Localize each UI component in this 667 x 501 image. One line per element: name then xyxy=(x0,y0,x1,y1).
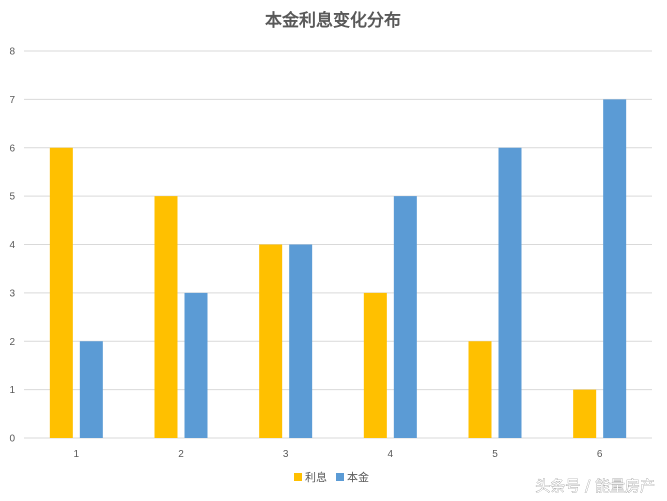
bar-利息-1 xyxy=(49,147,73,438)
y-axis-ticks: 0 1 2 3 4 5 6 7 8 xyxy=(9,47,15,445)
y-tick-label: 3 xyxy=(9,288,15,299)
x-tick-label: 3 xyxy=(283,449,289,460)
x-tick-label: 4 xyxy=(388,449,394,460)
bar-本金-1 xyxy=(79,341,103,438)
bar-本金-3 xyxy=(289,244,313,438)
y-tick-label: 0 xyxy=(9,434,15,445)
x-tick-label: 6 xyxy=(597,449,603,460)
y-tick-label: 8 xyxy=(9,47,15,58)
x-tick-label: 2 xyxy=(178,449,184,460)
legend-swatch-本金 xyxy=(336,473,344,481)
y-tick-label: 7 xyxy=(9,95,15,106)
legend: 利息 本金 xyxy=(294,470,369,484)
bar-本金-2 xyxy=(184,292,208,438)
bar-本金-5 xyxy=(498,147,522,438)
x-axis-ticks: 1 2 3 4 5 6 xyxy=(74,449,603,460)
gridlines xyxy=(24,50,652,439)
chart-title: 本金利息变化分布 xyxy=(265,10,401,31)
legend-label: 利息 xyxy=(305,470,327,484)
x-tick-label: 1 xyxy=(74,449,80,460)
x-tick-label: 5 xyxy=(492,449,498,460)
y-tick-label: 1 xyxy=(9,385,15,396)
legend-label: 本金 xyxy=(347,470,369,484)
legend-swatch-利息 xyxy=(294,473,302,481)
bars xyxy=(49,99,627,438)
y-tick-label: 6 xyxy=(9,143,15,154)
bar-利息-2 xyxy=(154,196,178,438)
y-tick-label: 5 xyxy=(9,192,15,203)
bar-利息-6 xyxy=(573,389,597,438)
bar-本金-6 xyxy=(603,99,627,438)
bar-利息-4 xyxy=(363,292,387,438)
bar-利息-3 xyxy=(259,244,283,438)
bar-利息-5 xyxy=(468,341,492,438)
y-tick-label: 4 xyxy=(9,240,15,251)
watermark-text: 头条号 / 能量房产 xyxy=(535,477,655,495)
bar-本金-4 xyxy=(393,196,417,438)
y-tick-label: 2 xyxy=(9,337,15,348)
